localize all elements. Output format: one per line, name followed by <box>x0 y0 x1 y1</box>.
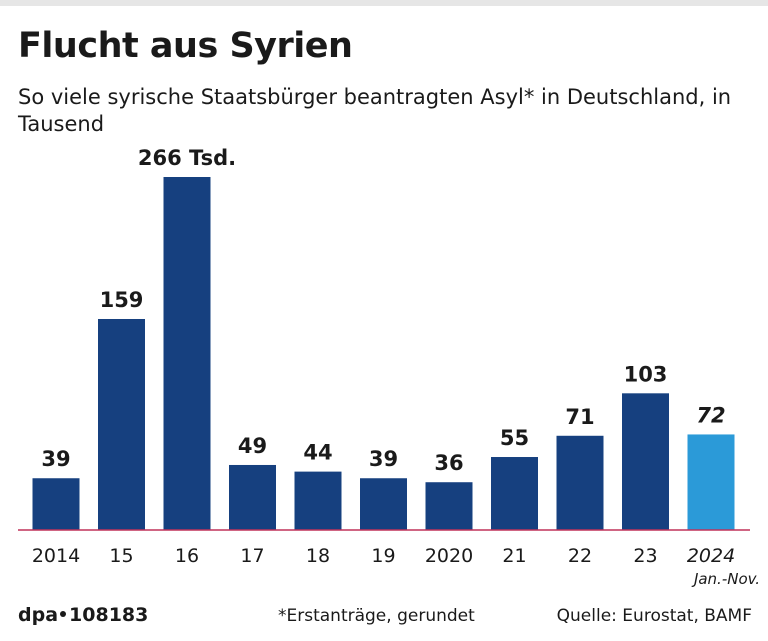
bar-19 <box>360 478 407 530</box>
x-tick-label-15: 15 <box>109 545 133 567</box>
bar-2020 <box>425 482 473 530</box>
value-label-17: 49 <box>238 434 267 458</box>
bar-23 <box>622 393 669 530</box>
chart-subtitle: So viele syrische Staatsbürger beantragt… <box>18 85 732 136</box>
dpa-credit: dpa 108183 <box>18 604 148 626</box>
x-tick-label-16: 16 <box>175 545 199 567</box>
x-tick-label-18: 18 <box>306 545 330 567</box>
bar-17 <box>229 464 276 530</box>
bar-2014 <box>32 478 80 530</box>
x-tick-label-19: 19 <box>371 545 395 567</box>
bar-16 <box>163 177 211 530</box>
x-tick-label-2020: 2020 <box>425 545 473 567</box>
value-label-15: 159 <box>100 288 144 312</box>
top-bar <box>0 0 768 6</box>
x-tick-label-21: 21 <box>502 545 526 567</box>
bar-22 <box>556 435 604 530</box>
x-tick-label-17: 17 <box>240 545 264 567</box>
bar-2024 <box>687 434 735 530</box>
separator-dot-icon <box>60 611 67 617</box>
value-label-2024: 72 <box>696 403 725 427</box>
source-note: Quelle: Eurostat, BAMF <box>556 606 752 626</box>
value-label-2014: 39 <box>41 447 70 471</box>
x-tick-label-23: 23 <box>633 545 657 567</box>
value-label-16: 266 Tsd. <box>138 146 236 170</box>
dpa-logo: dpa <box>18 604 59 626</box>
highlight-note: Jan.-Nov. <box>691 570 760 588</box>
bar-18 <box>294 471 342 530</box>
value-label-19: 39 <box>369 447 398 471</box>
x-tick-label-2014: 2014 <box>32 545 80 567</box>
value-label-23: 103 <box>624 362 668 386</box>
x-tick-label-22: 22 <box>568 545 592 567</box>
bar-15 <box>98 318 145 530</box>
footnote: *Erstanträge, gerundet <box>278 606 475 626</box>
chart-title: Flucht aus Syrien <box>18 26 353 66</box>
graphic-id: 108183 <box>69 604 149 626</box>
value-label-22: 71 <box>565 405 594 429</box>
x-tick-label-2024: 2024 <box>687 545 735 567</box>
value-label-2020: 36 <box>434 451 463 475</box>
value-label-21: 55 <box>500 426 529 450</box>
bar-21 <box>491 457 538 530</box>
value-label-18: 44 <box>303 441 332 465</box>
